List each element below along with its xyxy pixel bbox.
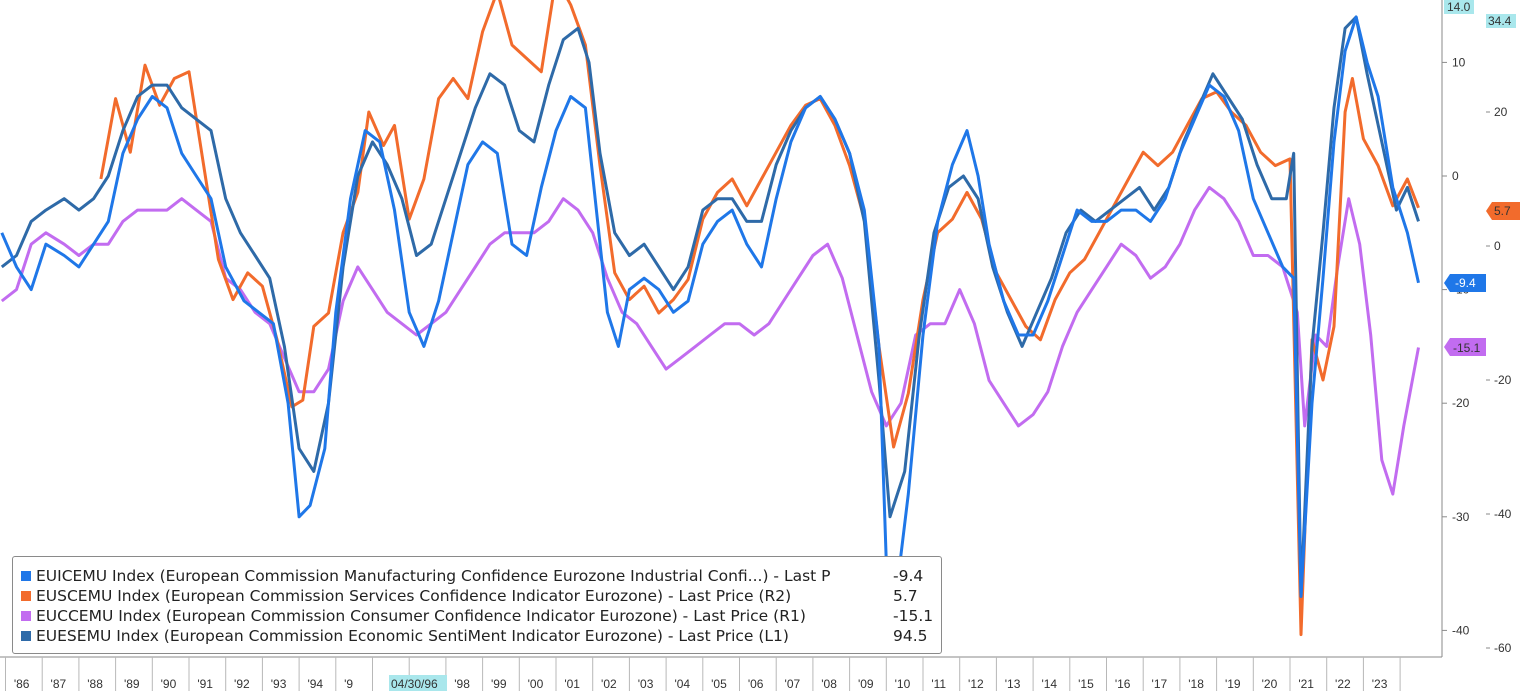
x-tick-label: '06 (748, 677, 764, 691)
x-tick-label: '21 (1298, 677, 1314, 691)
x-tick-label: '00 (528, 677, 544, 691)
x-tick-label: '94 (307, 677, 323, 691)
inner-axis-top-label: 14.0 (1447, 0, 1471, 14)
outer-tick-label: -40 (1494, 507, 1512, 521)
x-tick-label: '07 (785, 677, 801, 691)
series-line-2 (0, 185, 1420, 496)
legend-value: -9.4 (893, 567, 924, 585)
x-tick-label: '20 (1262, 677, 1278, 691)
x-tick-label: '87 (51, 677, 67, 691)
inner-axis-top-box (1444, 0, 1474, 14)
outer-tick-label: -60 (1494, 641, 1512, 655)
outer-tick-label: -20 (1494, 373, 1512, 387)
series-layer (0, 0, 1420, 637)
x-tick-label: '16 (1115, 677, 1131, 691)
x-tick-label: '23 (1372, 677, 1388, 691)
flag-euscemu: 5.7 (1486, 202, 1520, 220)
x-tick-label: '18 (1188, 677, 1204, 691)
outer-tick-label: 20 (1494, 105, 1508, 119)
legend-swatch (21, 611, 31, 621)
inner-tick-label: -20 (1452, 396, 1470, 410)
x-tick-label: '17 (1152, 677, 1168, 691)
x-tick-label: '05 (711, 677, 727, 691)
x-tick-label: '86 (14, 677, 30, 691)
legend-label: EUCCEMU Index (European Commission Consu… (36, 607, 806, 625)
legend-row-euesemu: EUESEMU Index (European Commission Econo… (21, 626, 941, 646)
x-axis-ticks: '86'87'88'89'90'91'92'93'94'9'97'98'99'0… (5, 657, 1401, 691)
x-tick-label: '01 (564, 677, 580, 691)
flag-euccemu-label: -15.1 (1453, 341, 1481, 355)
legend-row-euccemu: EUCCEMU Index (European Commission Consu… (21, 606, 941, 626)
x-tick-label: '9 (344, 677, 353, 691)
x-tick-label: '10 (895, 677, 911, 691)
x-tick-label: '14 (1041, 677, 1057, 691)
x-tick-label: '13 (1005, 677, 1021, 691)
x-tick-label: '15 (1078, 677, 1094, 691)
x-tick-label: '02 (601, 677, 617, 691)
legend-label: EUICEMU Index (European Commission Manuf… (36, 567, 831, 585)
x-tick-label: '90 (161, 677, 177, 691)
series-line-1 (99, 0, 1420, 637)
x-tick-label: '03 (638, 677, 654, 691)
flag-euccemu: -15.1 (1444, 338, 1486, 356)
flag-euicemu: -9.4 (1444, 274, 1486, 292)
inner-tick-label: -40 (1452, 623, 1470, 637)
x-tick-label: '92 (234, 677, 250, 691)
legend-row-euscemu: EUSCEMU Index (European Commission Servi… (21, 586, 941, 606)
legend-label: EUESEMU Index (European Commission Econo… (36, 627, 789, 645)
x-tick-label: '11 (931, 677, 946, 691)
x-tick-label: '12 (968, 677, 984, 691)
inner-tick-label: 10 (1452, 55, 1466, 69)
x-tick-label: '93 (271, 677, 287, 691)
flag-euscemu-label: 5.7 (1494, 204, 1511, 218)
inner-tick-label: 0 (1452, 169, 1459, 183)
outer-axis-top-label: 34.4 (1488, 14, 1512, 28)
x-tick-label: '22 (1335, 677, 1351, 691)
x-tick-label: '98 (454, 677, 470, 691)
x-highlight-box (389, 675, 447, 691)
legend-row-euicemu: EUICEMU Index (European Commission Manuf… (21, 566, 941, 586)
x-tick-label: '91 (197, 677, 213, 691)
inner-tick-label: -30 (1452, 510, 1470, 524)
legend-swatch (21, 631, 31, 641)
x-tick-label: '19 (1225, 677, 1241, 691)
series-line-3 (0, 15, 1420, 598)
x-tick-label: '88 (87, 677, 103, 691)
legend-value: 94.5 (893, 627, 928, 645)
legend: EUICEMU Index (European Commission Manuf… (12, 556, 942, 654)
x-highlight-label: 04/30/96 (391, 677, 438, 691)
legend-swatch (21, 591, 31, 601)
series-line-0 (0, 15, 1420, 598)
legend-swatch (21, 571, 31, 581)
flag-euicemu-label: -9.4 (1455, 276, 1476, 290)
x-tick-label: '04 (674, 677, 690, 691)
legend-value: 5.7 (893, 587, 918, 605)
outer-axis-ticks: 20 0 -20 -40 -60 (1486, 105, 1512, 655)
x-tick-label: '99 (491, 677, 507, 691)
legend-value: -15.1 (893, 607, 934, 625)
outer-tick-label: 0 (1494, 239, 1501, 253)
outer-axis-top-box (1486, 14, 1516, 28)
legend-label: EUSCEMU Index (European Commission Servi… (36, 587, 792, 605)
x-tick-label: '89 (124, 677, 140, 691)
x-tick-label: '08 (821, 677, 837, 691)
x-tick-label: '09 (858, 677, 874, 691)
